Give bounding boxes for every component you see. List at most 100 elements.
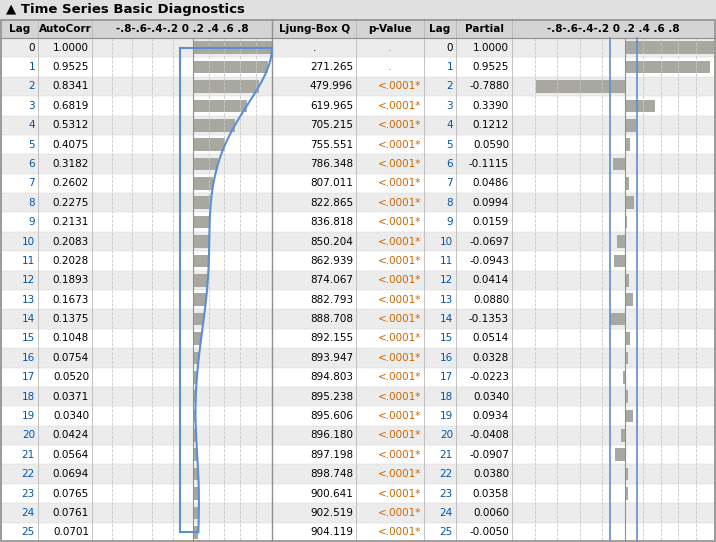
Text: 17: 17 — [21, 372, 35, 382]
Text: 0.6819: 0.6819 — [52, 101, 89, 111]
Text: 0.2083: 0.2083 — [53, 236, 89, 247]
Bar — [2, 425, 714, 445]
Bar — [2, 329, 714, 348]
Bar — [2, 77, 714, 96]
Bar — [193, 177, 213, 190]
Text: 6: 6 — [29, 159, 35, 169]
Text: 0.0564: 0.0564 — [53, 450, 89, 460]
Text: 0.0520: 0.0520 — [53, 372, 89, 382]
Text: 755.551: 755.551 — [310, 140, 353, 150]
Text: p-Value: p-Value — [368, 24, 412, 34]
Bar — [2, 57, 714, 77]
Bar — [193, 196, 211, 209]
Text: 0.0994: 0.0994 — [473, 198, 509, 208]
Text: 1.0000: 1.0000 — [53, 43, 89, 53]
Bar — [193, 138, 225, 151]
Bar — [193, 158, 218, 170]
Bar — [2, 406, 714, 425]
Text: 16: 16 — [440, 353, 453, 363]
Text: 0.0880: 0.0880 — [473, 295, 509, 305]
Text: 0.9525: 0.9525 — [52, 62, 89, 72]
Text: 0.0340: 0.0340 — [53, 411, 89, 421]
Bar — [193, 507, 199, 519]
Bar — [2, 445, 714, 464]
Text: -.8-.6-.4-.2 0 .2 .4 .6 .8: -.8-.6-.4-.2 0 .2 .4 .6 .8 — [547, 24, 679, 34]
Text: 23: 23 — [440, 488, 453, 499]
Bar — [625, 274, 629, 287]
Bar — [193, 293, 206, 306]
Text: 6: 6 — [446, 159, 453, 169]
Text: 0.0424: 0.0424 — [53, 430, 89, 441]
Text: 0.0358: 0.0358 — [473, 488, 509, 499]
Text: 0.0380: 0.0380 — [473, 469, 509, 479]
Bar — [2, 484, 714, 503]
Text: 895.238: 895.238 — [310, 392, 353, 402]
Text: 12: 12 — [21, 275, 35, 285]
Bar — [2, 173, 714, 193]
Text: 0.2275: 0.2275 — [52, 198, 89, 208]
Text: <.0001*: <.0001* — [377, 81, 421, 92]
Bar — [625, 216, 626, 229]
Bar — [193, 468, 198, 480]
Text: 1.0000: 1.0000 — [473, 43, 509, 53]
Text: 895.606: 895.606 — [310, 411, 353, 421]
Text: 3: 3 — [446, 101, 453, 111]
Text: .: . — [314, 43, 316, 53]
Text: 0.3182: 0.3182 — [52, 159, 89, 169]
Text: -0.0408: -0.0408 — [469, 430, 509, 441]
Text: 17: 17 — [440, 372, 453, 382]
Text: 904.119: 904.119 — [310, 527, 353, 537]
Text: 897.198: 897.198 — [310, 450, 353, 460]
Bar — [625, 100, 655, 112]
Bar — [625, 468, 629, 480]
Text: 5: 5 — [29, 140, 35, 150]
Bar — [193, 41, 272, 54]
Bar — [193, 352, 199, 364]
Text: 2: 2 — [446, 81, 453, 92]
Bar — [193, 255, 209, 267]
Bar — [2, 212, 714, 232]
Text: 0.0701: 0.0701 — [53, 527, 89, 537]
Bar — [625, 352, 628, 364]
Bar — [0, 0, 716, 20]
Bar — [625, 410, 634, 422]
Bar — [193, 216, 210, 229]
Bar — [625, 196, 634, 209]
Text: ▲ Time Series Basic Diagnostics: ▲ Time Series Basic Diagnostics — [6, 3, 245, 16]
Text: 900.641: 900.641 — [310, 488, 353, 499]
Text: -0.7880: -0.7880 — [469, 81, 509, 92]
Text: <.0001*: <.0001* — [377, 450, 421, 460]
Text: 22: 22 — [21, 469, 35, 479]
Bar — [2, 309, 714, 329]
Text: <.0001*: <.0001* — [377, 353, 421, 363]
Text: 0.0486: 0.0486 — [473, 178, 509, 189]
Text: <.0001*: <.0001* — [377, 411, 421, 421]
Text: -0.0907: -0.0907 — [469, 450, 509, 460]
Text: -0.0697: -0.0697 — [469, 236, 509, 247]
Text: 0.0371: 0.0371 — [53, 392, 89, 402]
Text: <.0001*: <.0001* — [377, 333, 421, 344]
Text: 0: 0 — [29, 43, 35, 53]
Text: 0.0060: 0.0060 — [473, 508, 509, 518]
Text: Partial: Partial — [465, 24, 503, 34]
Bar — [2, 290, 714, 309]
Text: 14: 14 — [440, 314, 453, 324]
Text: 23: 23 — [21, 488, 35, 499]
Text: 898.748: 898.748 — [310, 469, 353, 479]
Bar — [625, 61, 710, 73]
Text: <.0001*: <.0001* — [377, 488, 421, 499]
Bar — [2, 20, 714, 38]
Bar — [625, 487, 629, 500]
Bar — [193, 100, 247, 112]
Text: 21: 21 — [21, 450, 35, 460]
Text: 18: 18 — [21, 392, 35, 402]
Text: 0.1673: 0.1673 — [52, 295, 89, 305]
Text: 0.0514: 0.0514 — [473, 333, 509, 344]
Text: Lag: Lag — [9, 24, 31, 34]
Text: 0.4075: 0.4075 — [53, 140, 89, 150]
Bar — [610, 313, 625, 325]
Text: 20: 20 — [22, 430, 35, 441]
Text: 0.2131: 0.2131 — [52, 217, 89, 227]
Bar — [2, 464, 714, 484]
Bar — [193, 274, 208, 287]
